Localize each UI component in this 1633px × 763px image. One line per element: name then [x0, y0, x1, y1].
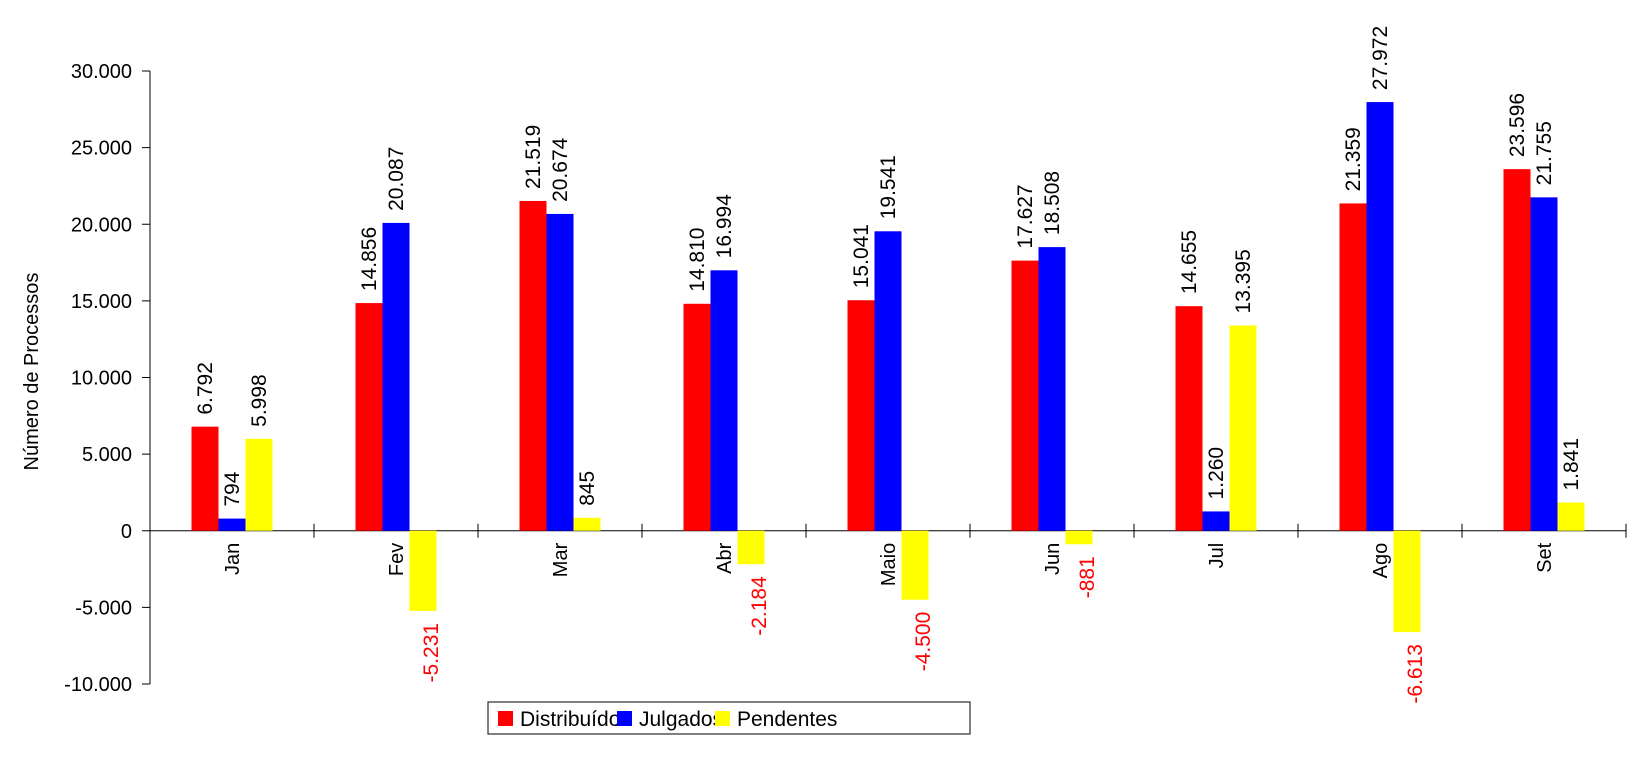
bar: [1175, 306, 1203, 531]
data-label: -881: [1076, 556, 1099, 598]
bar: [1038, 247, 1066, 531]
data-label: 16.994: [713, 194, 736, 259]
y-tick-label: 15.000: [71, 291, 132, 313]
bar: [683, 303, 711, 531]
data-label: 27.972: [1369, 26, 1392, 90]
x-category-label: Jun: [1042, 543, 1064, 575]
bar: [1366, 102, 1394, 531]
legend-label: Pendentes: [737, 708, 837, 731]
bar: [1339, 203, 1367, 531]
data-label: -5.231: [420, 623, 443, 683]
bar: [382, 222, 410, 531]
data-label: 21.519: [522, 125, 545, 189]
bar: [519, 200, 547, 531]
bar: [1393, 530, 1421, 633]
legend-swatch: [498, 711, 513, 726]
x-category-label: Abr: [714, 542, 736, 573]
bar: [1065, 530, 1093, 545]
data-label: 5.998: [248, 374, 271, 427]
x-category-label: Set: [1534, 542, 1556, 572]
y-tick-label: -5.000: [75, 597, 132, 619]
data-label: 1.260: [1205, 447, 1228, 500]
legend-swatch: [715, 711, 730, 726]
data-label: 20.087: [385, 147, 408, 211]
x-category-label: Jan: [222, 543, 244, 575]
data-label: 14.655: [1178, 230, 1201, 294]
y-tick-label: 30.000: [71, 61, 132, 83]
bar: [847, 300, 875, 531]
x-category-label: Maio: [878, 543, 900, 586]
bar: [710, 270, 738, 531]
y-tick-label: 20.000: [71, 214, 132, 236]
data-label: -4.500: [912, 612, 935, 672]
data-label: 13.395: [1232, 249, 1255, 313]
y-tick-label: 0: [121, 521, 132, 543]
y-axis-title: Número de Processos: [21, 273, 43, 471]
legend-swatch: [617, 711, 632, 726]
bar: [245, 438, 273, 531]
bar: [1011, 260, 1039, 531]
bar: [546, 213, 574, 531]
x-category-label: Ago: [1370, 543, 1392, 579]
y-tick-label: 25.000: [71, 138, 132, 160]
data-label: 18.508: [1041, 171, 1064, 235]
bar: [1503, 169, 1531, 531]
data-label: 845: [576, 471, 599, 506]
bar: [191, 426, 219, 531]
data-label: 794: [221, 471, 244, 506]
data-label: 21.359: [1342, 127, 1365, 191]
bar: [737, 530, 765, 565]
legend-label: Distribuídos: [520, 708, 631, 731]
y-tick-label: -10.000: [64, 674, 132, 696]
bar: [874, 231, 902, 531]
data-label: 20.674: [549, 137, 572, 202]
bar: [218, 518, 246, 531]
data-label: -2.184: [748, 576, 771, 636]
data-label: 14.810: [686, 228, 709, 292]
data-label: 14.856: [358, 227, 381, 291]
bar: [409, 530, 437, 611]
bar: [1530, 197, 1558, 531]
data-label: 6.792: [194, 362, 217, 415]
x-category-label: Mar: [550, 542, 572, 577]
y-tick-label: 10.000: [71, 368, 132, 390]
x-category-label: Fev: [386, 543, 408, 576]
legend-label: Julgados: [639, 708, 723, 731]
data-label: 15.041: [850, 224, 873, 288]
legend: Distribuídos Julgados Pendentes: [487, 701, 971, 735]
bar: [1557, 502, 1585, 531]
bar: [1229, 325, 1257, 531]
bar: [1202, 511, 1230, 531]
data-label: 17.627: [1014, 184, 1037, 248]
data-label: 21.755: [1533, 121, 1556, 185]
data-label: 1.841: [1560, 438, 1583, 491]
data-label: 23.596: [1506, 93, 1529, 157]
data-label: 19.541: [877, 155, 900, 219]
bar: [573, 517, 601, 531]
x-category-label: Jul: [1206, 543, 1228, 569]
y-tick-label: 5.000: [82, 444, 132, 466]
bar: [901, 530, 929, 600]
bar: [355, 303, 383, 531]
data-label: -6.613: [1404, 644, 1427, 704]
